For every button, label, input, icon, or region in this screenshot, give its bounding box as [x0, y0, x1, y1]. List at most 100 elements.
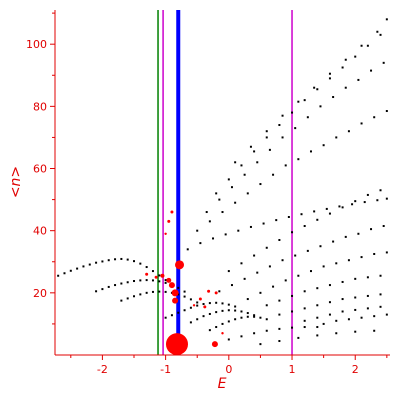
data-point-200: [322, 265, 325, 268]
data-point-221: [341, 298, 344, 301]
data-point-74: [240, 316, 243, 319]
data-point-222: [354, 296, 357, 299]
data-point-229: [354, 308, 357, 311]
data-point-28: [158, 280, 161, 283]
data-point-232: [322, 322, 325, 325]
data-point-162: [328, 72, 331, 75]
data-point-5: [88, 263, 91, 266]
data-point-53: [208, 302, 211, 305]
data-point-2: [69, 269, 72, 272]
data-point-31: [177, 286, 180, 289]
data-point-8: [107, 259, 110, 262]
red-marker-18: [192, 304, 196, 307]
data-point-198: [297, 274, 300, 277]
red-marker-0: [165, 333, 188, 356]
data-point-79: [227, 338, 230, 341]
data-point-103: [300, 213, 303, 216]
data-point-177: [344, 235, 347, 238]
red-marker-2: [171, 289, 179, 297]
data-point-134: [294, 127, 297, 130]
data-point-27: [151, 279, 154, 282]
data-point-71: [221, 322, 224, 325]
data-point-193: [379, 189, 382, 192]
data-point-175: [319, 245, 322, 248]
data-point-147: [278, 124, 281, 126]
data-point-207: [278, 299, 281, 302]
data-point-58: [189, 321, 192, 324]
data-point-172: [281, 259, 284, 262]
data-point-132: [268, 148, 271, 151]
x-tick-label-3: 1: [289, 363, 296, 376]
red-marker-1: [175, 260, 185, 270]
data-point-145: [253, 150, 256, 153]
data-point-15: [151, 270, 154, 273]
data-point-209: [303, 290, 306, 293]
red-marker-7: [145, 272, 149, 276]
data-point-105: [325, 207, 328, 210]
data-point-201: [335, 262, 338, 265]
red-marker-15: [167, 219, 171, 223]
data-point-43: [183, 295, 186, 298]
red-marker-8: [154, 275, 158, 279]
red-marker-5: [166, 277, 172, 283]
data-point-156: [234, 161, 237, 164]
data-point-89: [297, 336, 300, 339]
data-point-81: [253, 332, 256, 335]
data-point-70: [215, 326, 218, 329]
red-marker-11: [203, 305, 207, 309]
data-point-236: [373, 315, 376, 318]
data-point-235: [360, 316, 363, 319]
data-point-157: [249, 145, 252, 148]
data-point-152: [341, 66, 344, 69]
data-point-153: [354, 55, 357, 58]
data-point-42: [177, 293, 180, 296]
data-point-73: [234, 318, 237, 321]
data-point-26: [145, 279, 148, 282]
data-point-227: [328, 313, 331, 316]
data-point-86: [316, 326, 319, 329]
data-point-190: [341, 206, 344, 209]
data-point-117: [272, 173, 275, 176]
data-point-203: [360, 256, 363, 259]
data-point-108: [363, 201, 366, 204]
red-marker-10: [207, 289, 211, 293]
data-point-92: [354, 330, 357, 333]
data-point-88: [278, 340, 281, 343]
data-point-213: [354, 277, 357, 280]
data-point-196: [272, 285, 275, 288]
data-point-138: [344, 86, 347, 89]
data-point-51: [196, 304, 199, 307]
data-point-25: [139, 279, 142, 282]
data-point-180: [382, 225, 385, 228]
data-point-199: [309, 270, 312, 273]
data-point-140: [370, 69, 373, 72]
data-point-56: [227, 303, 230, 306]
data-point-126: [385, 110, 388, 113]
ticks-layer: -2 -1 0 1 2 20 40 60 80 100: [26, 12, 388, 376]
data-point-109: [376, 199, 379, 202]
data-point-72: [227, 320, 230, 323]
data-point-19: [101, 288, 104, 291]
data-point-135: [306, 116, 309, 119]
data-point-139: [357, 78, 360, 81]
data-point-80: [240, 335, 243, 338]
data-point-165: [376, 30, 379, 33]
x-tick-label-2: 0: [225, 363, 232, 376]
data-point-54: [215, 301, 218, 304]
data-point-167: [218, 290, 221, 293]
data-point-189: [328, 212, 331, 215]
data-point-68: [253, 314, 256, 317]
data-point-6: [95, 261, 98, 264]
data-point-150: [316, 88, 319, 91]
data-point-155: [379, 33, 382, 36]
data-point-40: [164, 290, 167, 293]
data-point-191: [354, 200, 357, 203]
data-point-48: [177, 311, 180, 314]
data-point-17: [164, 279, 167, 282]
data-point-67: [246, 312, 249, 315]
red-marker-16: [164, 232, 167, 235]
data-point-187: [303, 225, 306, 228]
red-marker-14: [170, 210, 174, 214]
data-point-97: [224, 233, 227, 236]
data-point-123: [347, 130, 350, 133]
